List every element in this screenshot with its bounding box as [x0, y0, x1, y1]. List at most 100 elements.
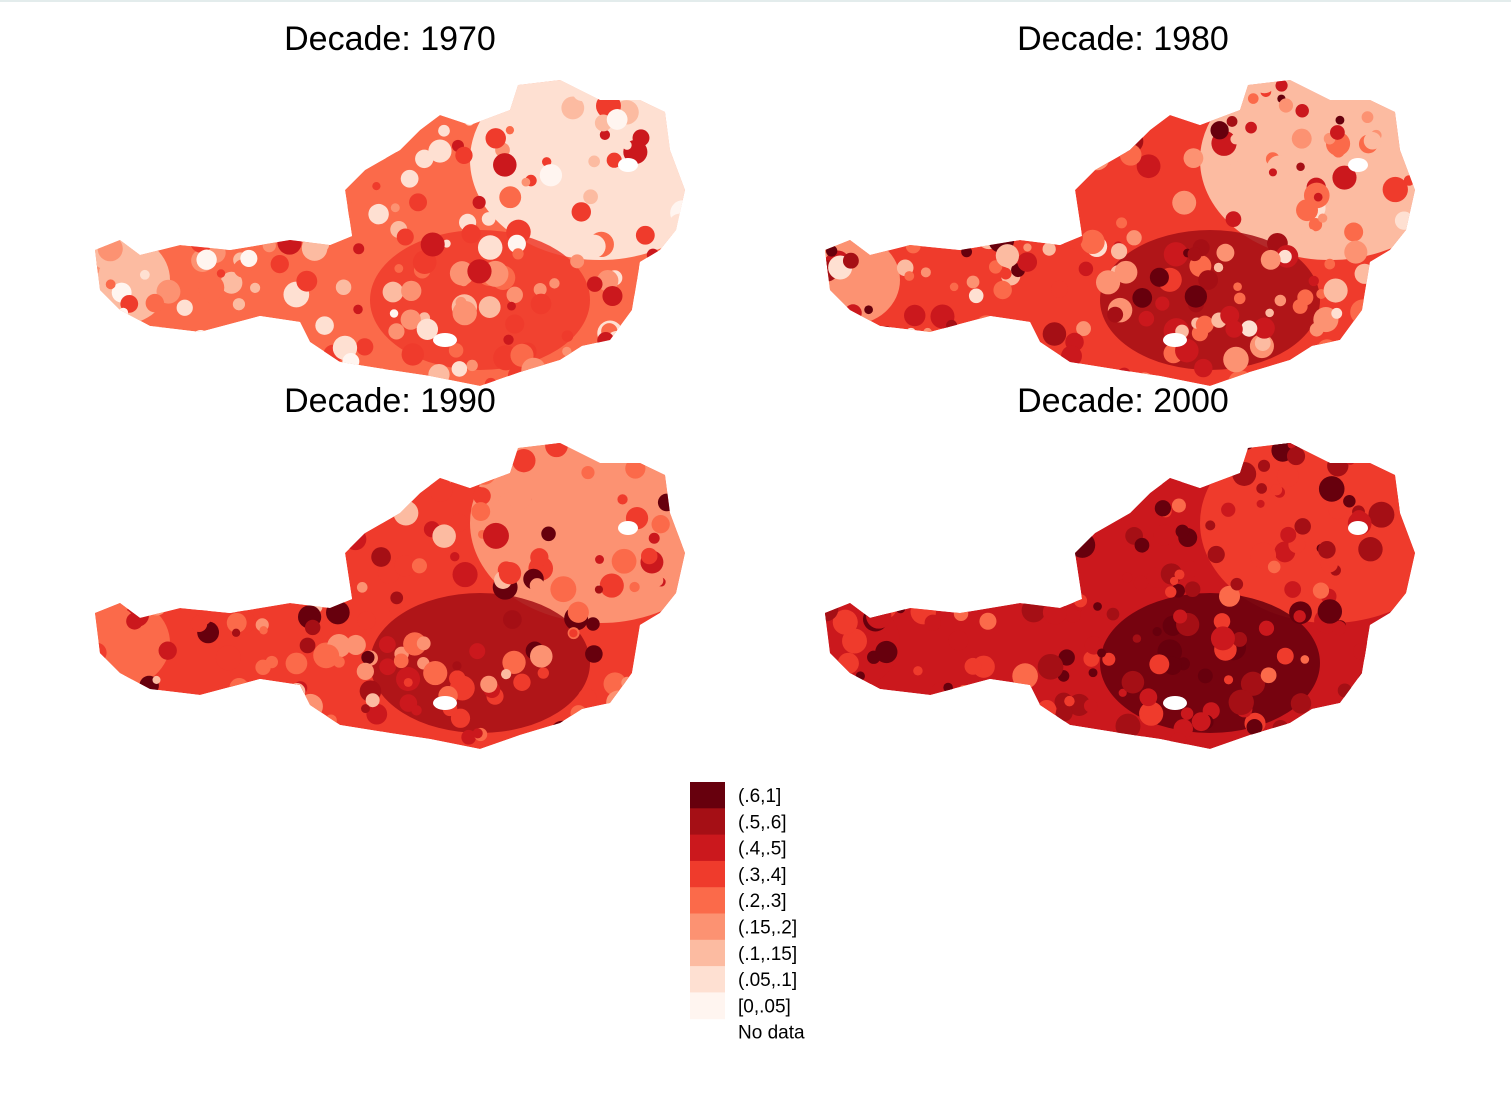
municipality [216, 269, 226, 278]
municipality [1257, 459, 1271, 472]
lake [1163, 333, 1187, 347]
municipality [529, 645, 553, 668]
municipality [396, 228, 414, 246]
municipality [1358, 537, 1383, 562]
municipality [442, 239, 451, 248]
municipality [1058, 649, 1075, 666]
municipality [1318, 540, 1336, 559]
municipality [1278, 249, 1292, 264]
municipality [1361, 111, 1374, 124]
municipality [1233, 282, 1242, 292]
lake [1348, 521, 1368, 535]
municipality [1293, 610, 1306, 623]
municipality [1344, 240, 1368, 264]
municipality [1296, 199, 1319, 222]
municipality [1328, 501, 1347, 520]
municipality [913, 666, 923, 676]
municipality [356, 662, 374, 681]
municipality [1292, 298, 1308, 314]
municipality [512, 248, 524, 260]
municipality [617, 494, 628, 505]
municipality [571, 202, 591, 222]
municipality [1154, 500, 1172, 517]
municipality [529, 458, 555, 485]
legend-label: (.15,.2] [738, 918, 797, 939]
municipality [156, 279, 181, 304]
municipality [1088, 668, 1098, 678]
region-center [370, 593, 590, 733]
municipality [569, 629, 578, 638]
municipality [499, 186, 522, 209]
municipality [493, 153, 517, 177]
municipality [304, 619, 321, 636]
municipality [108, 608, 134, 635]
municipality [1221, 502, 1236, 517]
lake [618, 521, 638, 535]
municipality [372, 181, 381, 191]
municipality [382, 281, 404, 303]
legend-swatch [690, 782, 725, 809]
municipality [215, 645, 241, 671]
municipality [357, 611, 376, 630]
municipality [438, 124, 450, 137]
municipality [176, 299, 193, 316]
municipality [577, 688, 597, 707]
municipality [1216, 243, 1235, 262]
municipality [390, 591, 404, 605]
municipality [513, 673, 531, 691]
municipality [403, 677, 413, 687]
municipality [1126, 230, 1142, 246]
municipality [1165, 586, 1177, 598]
municipality [1280, 526, 1297, 543]
legend-label: (.1,.15] [738, 944, 797, 965]
municipality [1155, 296, 1170, 311]
municipality [416, 636, 431, 651]
municipality [1106, 607, 1120, 621]
municipality [586, 276, 603, 292]
municipality [1195, 315, 1214, 334]
municipality [968, 288, 984, 304]
municipality [1286, 447, 1306, 466]
municipality [588, 155, 600, 168]
municipality [505, 126, 515, 135]
municipality [377, 561, 400, 584]
municipality [1254, 335, 1271, 351]
legend-label: (.5,.6] [738, 812, 787, 833]
municipality [659, 531, 683, 554]
municipality [1139, 688, 1158, 707]
municipality [635, 225, 655, 245]
municipality [1194, 358, 1213, 378]
lake [618, 158, 638, 172]
municipality [1287, 443, 1296, 449]
municipality [1225, 320, 1243, 338]
municipality [1250, 542, 1277, 569]
municipality [1083, 650, 1100, 667]
legend-swatch [690, 992, 725, 1020]
municipality [570, 254, 585, 269]
municipality [1042, 322, 1067, 346]
municipality [842, 252, 859, 269]
municipality [599, 573, 624, 598]
municipality [220, 271, 243, 294]
lake [433, 333, 457, 347]
municipality [1173, 609, 1188, 624]
municipality [1174, 569, 1185, 580]
municipality [1223, 675, 1234, 685]
municipality [1332, 165, 1357, 190]
municipality [1226, 116, 1238, 127]
municipality [415, 149, 434, 169]
municipality [1012, 663, 1038, 689]
municipality [1382, 176, 1408, 203]
municipality [1331, 307, 1343, 319]
municipality [448, 343, 464, 358]
municipality [226, 612, 247, 633]
legend-swatch [690, 860, 725, 888]
municipality [379, 658, 396, 676]
municipality [1260, 667, 1277, 684]
lake [1348, 158, 1368, 172]
municipality [648, 532, 660, 544]
municipality [1266, 155, 1292, 181]
municipality [582, 234, 606, 258]
municipality [964, 657, 982, 675]
